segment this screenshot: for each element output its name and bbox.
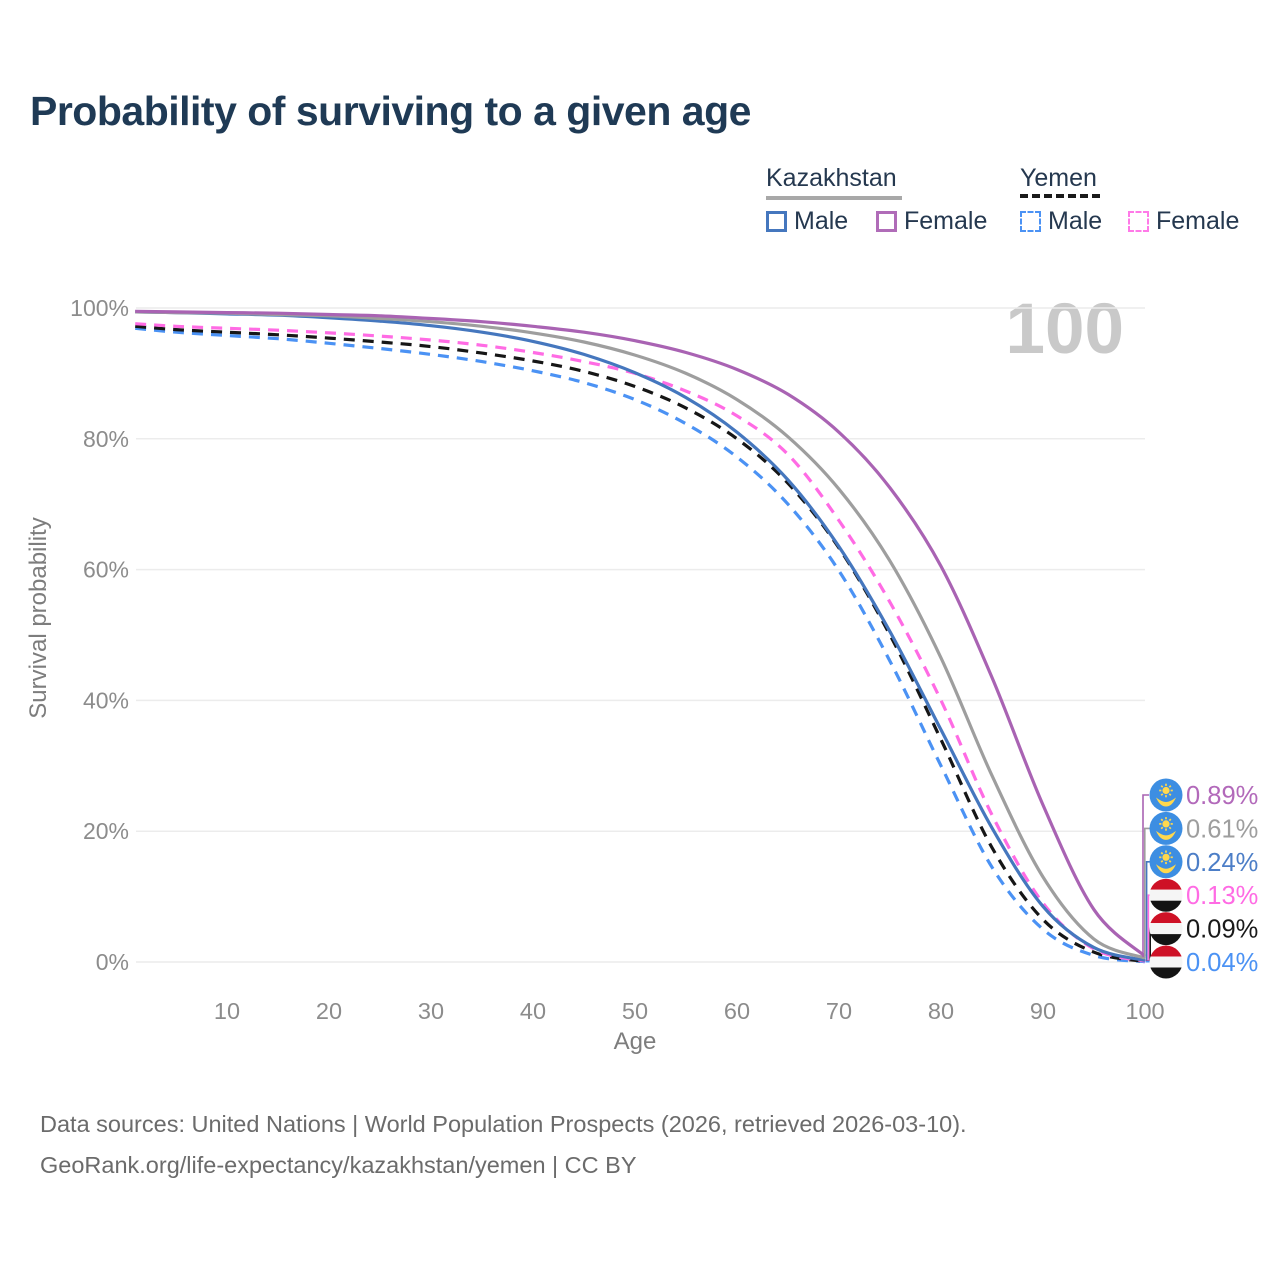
kazakhstan-flag-icon: [1149, 778, 1183, 812]
age-counter: 100: [1005, 290, 1124, 369]
x-tick-label: 80: [928, 998, 954, 1024]
legend-item-yemen-female[interactable]: Female: [1128, 207, 1239, 236]
end-value-label-kazakhstan-male: 0.24%: [1186, 849, 1258, 877]
x-tick-label: 10: [214, 998, 240, 1024]
series-line-yemen-female: [135, 322, 1146, 963]
y-tick-label: 0%: [96, 949, 129, 975]
kazakhstan-flag-icon: [1149, 845, 1183, 879]
kazakhstan-line-sample: [766, 196, 902, 200]
y-tick-label: 100%: [70, 295, 129, 321]
end-label-connector-kazakhstan-both: [1144, 827, 1151, 959]
x-tick-label: 40: [520, 998, 546, 1024]
legend-item-kazakhstan-female[interactable]: Female: [876, 207, 987, 236]
end-value-label-kazakhstan-female: 0.89%: [1186, 782, 1258, 810]
legend-item-label: Male: [1048, 207, 1103, 235]
y-tick-label: 80%: [83, 426, 129, 452]
legend-group-yemen-label: Yemen: [1020, 164, 1097, 192]
y-tick-label: 20%: [83, 818, 129, 844]
yemen-flag-icon: [1149, 912, 1183, 946]
kazakhstan-female-checkbox[interactable]: [876, 211, 897, 232]
legend-group-kazakhstan-label: Kazakhstan: [766, 164, 897, 192]
end-value-label-kazakhstan-both: 0.61%: [1186, 815, 1258, 843]
x-tick-label: 100: [1125, 998, 1164, 1024]
footer: Data sources: United Nations | World Pop…: [40, 1104, 967, 1186]
x-axis-title: Age: [614, 1028, 657, 1055]
series-line-yemen-male: [135, 326, 1146, 964]
series-line-kazakhstan-male: [135, 310, 1146, 962]
yemen-male-checkbox[interactable]: [1020, 211, 1041, 232]
kazakhstan-male-checkbox[interactable]: [766, 211, 787, 232]
kazakhstan-flag-icon: [1149, 811, 1183, 845]
data-sources-line: Data sources: United Nations | World Pop…: [40, 1111, 967, 1137]
x-tick-label: 60: [724, 998, 750, 1024]
legend-item-label: Female: [904, 207, 988, 235]
series-line-kazakhstan-both: [135, 310, 1146, 960]
legend-item-label: Male: [794, 207, 849, 235]
x-tick-label: 70: [826, 998, 852, 1024]
x-tick-label: 90: [1030, 998, 1056, 1024]
legend-item-kazakhstan-male[interactable]: Male: [766, 207, 848, 236]
series-line-yemen-both: [135, 324, 1146, 963]
x-tick-label: 30: [418, 998, 444, 1024]
yemen-line-sample: [1020, 194, 1100, 198]
x-tick-label: 50: [622, 998, 648, 1024]
legend-item-yemen-male[interactable]: Male: [1020, 207, 1102, 236]
y-tick-label: 40%: [83, 687, 129, 713]
series-line-kazakhstan-female: [135, 309, 1147, 958]
page-title: Probability of surviving to a given age: [30, 88, 751, 134]
end-value-label-yemen-both: 0.09%: [1186, 916, 1258, 944]
yemen-flag-icon: [1149, 945, 1183, 979]
x-tick-label: 20: [316, 998, 342, 1024]
yemen-flag-icon: [1149, 878, 1183, 912]
attribution-line: GeoRank.org/life-expectancy/kazakhstan/y…: [40, 1152, 637, 1178]
end-value-label-yemen-female: 0.13%: [1186, 882, 1258, 910]
yemen-female-checkbox[interactable]: [1128, 211, 1149, 232]
end-value-label-yemen-male: 0.04%: [1186, 949, 1258, 977]
legend-item-label: Female: [1156, 207, 1240, 235]
y-tick-label: 60%: [83, 557, 129, 583]
y-axis-title: Survival probability: [25, 517, 52, 718]
